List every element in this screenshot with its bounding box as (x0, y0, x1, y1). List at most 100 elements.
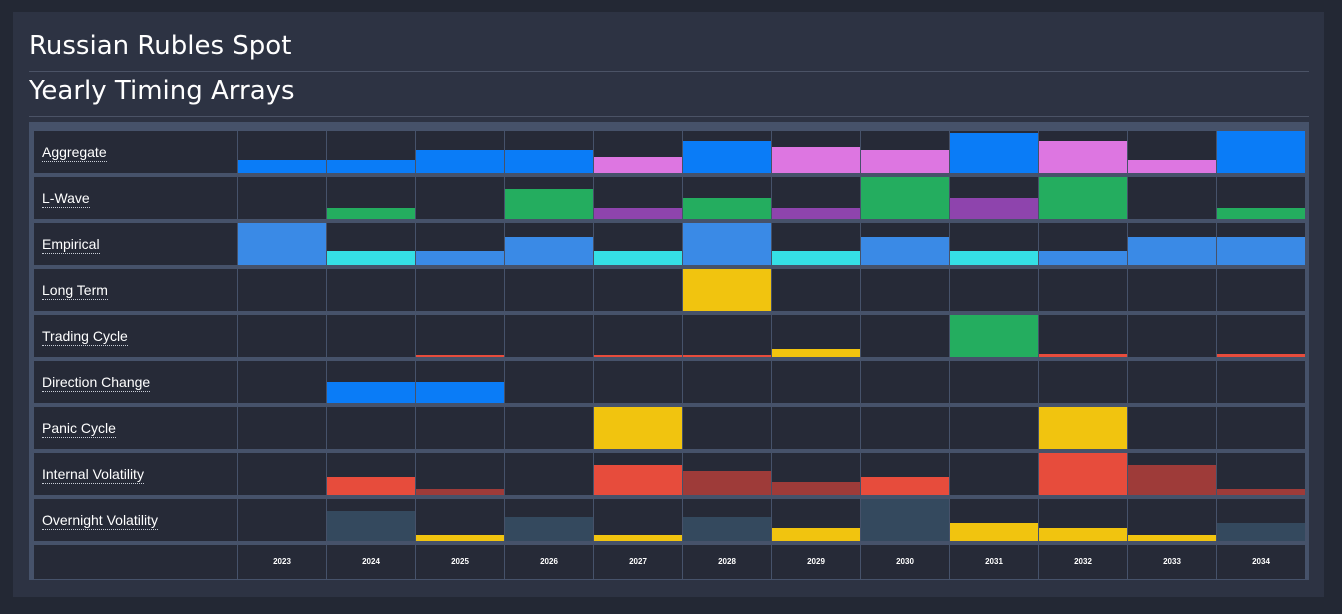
series-label[interactable]: Overnight Volatility (42, 512, 158, 530)
timing-bar (505, 517, 593, 541)
title-divider (29, 71, 1309, 72)
timing-cell (772, 131, 860, 173)
timing-row: Empirical (34, 223, 1305, 265)
timing-bar (1128, 465, 1216, 495)
timing-cell (594, 407, 682, 449)
timing-cell (772, 499, 860, 541)
timing-cell (594, 131, 682, 173)
timing-cell (861, 361, 949, 403)
timing-cell (327, 131, 415, 173)
timing-bar (416, 150, 504, 173)
year-tick-label: 2025 (416, 545, 504, 579)
timing-row: Overnight Volatility (34, 499, 1305, 541)
timing-bar (861, 499, 949, 541)
timing-bar (416, 489, 504, 495)
timing-cell (950, 361, 1038, 403)
timing-cell (683, 499, 771, 541)
series-label[interactable]: Panic Cycle (42, 420, 116, 438)
timing-bar (327, 477, 415, 495)
timing-cell (1039, 499, 1127, 541)
year-axis-corner (34, 545, 237, 579)
timing-bar (594, 407, 682, 449)
timing-cell (416, 315, 504, 357)
timing-cell (861, 177, 949, 219)
timing-cell (416, 131, 504, 173)
timing-cell (1217, 269, 1305, 311)
row-label-cell: L-Wave (34, 177, 237, 219)
timing-cell (861, 269, 949, 311)
timing-cell (772, 315, 860, 357)
timing-bar (594, 465, 682, 495)
timing-bar (772, 251, 860, 265)
year-tick-label: 2031 (950, 545, 1038, 579)
row-label-cell: Direction Change (34, 361, 237, 403)
timing-cell (327, 223, 415, 265)
timing-row: Internal Volatility (34, 453, 1305, 495)
series-label[interactable]: Empirical (42, 236, 100, 254)
timing-cell (1039, 223, 1127, 265)
timing-bar (950, 315, 1038, 357)
timing-bar (950, 523, 1038, 541)
timing-cell (505, 453, 593, 495)
timing-bar (416, 251, 504, 265)
series-label[interactable]: Trading Cycle (42, 328, 128, 346)
timing-cell (416, 407, 504, 449)
timing-row: Direction Change (34, 361, 1305, 403)
year-tick-label: 2027 (594, 545, 682, 579)
timing-cell (1217, 361, 1305, 403)
timing-cell (772, 407, 860, 449)
timing-row: Panic Cycle (34, 407, 1305, 449)
subtitle-divider (29, 116, 1309, 117)
series-label[interactable]: Internal Volatility (42, 466, 144, 484)
year-tick-label: 2029 (772, 545, 860, 579)
timing-bar (1217, 131, 1305, 173)
timing-bar (327, 511, 415, 541)
timing-bar (683, 198, 771, 219)
year-tick-label: 2034 (1217, 545, 1305, 579)
timing-bar (594, 355, 682, 357)
timing-bar (1217, 208, 1305, 219)
timing-cell (683, 269, 771, 311)
timing-cell (327, 453, 415, 495)
timing-bar (1128, 237, 1216, 265)
timing-cell (683, 453, 771, 495)
row-label-cell: Overnight Volatility (34, 499, 237, 541)
timing-cell (505, 269, 593, 311)
timing-cell (861, 453, 949, 495)
timing-cell (594, 223, 682, 265)
row-label-cell: Trading Cycle (34, 315, 237, 357)
timing-cell (238, 407, 326, 449)
timing-cell (1039, 453, 1127, 495)
timing-cell (683, 131, 771, 173)
timing-cell (950, 315, 1038, 357)
timing-bar (416, 535, 504, 541)
timing-cell (1128, 315, 1216, 357)
series-label[interactable]: Long Term (42, 282, 108, 300)
timing-cell (1128, 177, 1216, 219)
year-tick-label: 2032 (1039, 545, 1127, 579)
timing-bar (683, 141, 771, 173)
timing-cell (594, 361, 682, 403)
timing-cell (505, 361, 593, 403)
timing-cell (1217, 131, 1305, 173)
series-label[interactable]: Direction Change (42, 374, 151, 392)
timing-cell (1217, 407, 1305, 449)
chart-panel: Russian Rubles Spot Yearly Timing Arrays… (13, 12, 1324, 597)
timing-row: Aggregate (34, 131, 1305, 173)
timing-bar (1039, 453, 1127, 495)
timing-bar (327, 251, 415, 265)
timing-bar (861, 237, 949, 265)
series-label[interactable]: Aggregate (42, 144, 107, 162)
timing-cell (594, 499, 682, 541)
series-label[interactable]: L-Wave (42, 190, 90, 208)
timing-cell (772, 361, 860, 403)
timing-bar (861, 477, 949, 495)
timing-bar (861, 150, 949, 173)
timing-cell (772, 453, 860, 495)
timing-array-table: Aggregate L-Wave Empirical Long Term Trading… (29, 122, 1309, 580)
timing-row: L-Wave (34, 177, 1305, 219)
timing-cell (1217, 315, 1305, 357)
timing-cell (505, 223, 593, 265)
timing-cell (683, 315, 771, 357)
timing-bar (416, 382, 504, 403)
